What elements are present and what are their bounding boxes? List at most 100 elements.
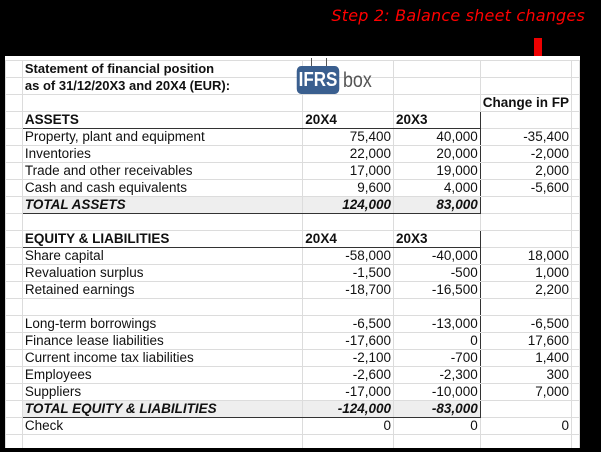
check-20x3[interactable]: 0 — [393, 417, 481, 435]
cell[interactable] — [570, 213, 580, 231]
cell[interactable] — [479, 111, 572, 129]
year-header[interactable]: 20X3 — [393, 111, 481, 129]
value-20x3[interactable]: -40,000 — [393, 247, 481, 265]
cell[interactable] — [5, 366, 23, 384]
cell[interactable] — [570, 383, 580, 401]
check-label[interactable]: Check — [21, 417, 304, 435]
cell[interactable] — [5, 94, 23, 112]
value-20x4[interactable]: 17,000 — [302, 162, 395, 180]
line-item-label[interactable]: Long-term borrowings — [21, 315, 304, 333]
line-item-label[interactable]: Revaluation surplus — [21, 264, 304, 282]
change-value[interactable]: 1,000 — [479, 264, 572, 282]
check-20x4[interactable]: 0 — [302, 417, 395, 435]
cell[interactable] — [570, 281, 580, 299]
change-value[interactable]: -2,000 — [479, 145, 572, 163]
cell[interactable] — [5, 230, 23, 248]
cell[interactable] — [302, 94, 395, 112]
cell[interactable] — [570, 315, 580, 333]
cell[interactable] — [5, 281, 23, 299]
cell[interactable] — [5, 247, 23, 265]
value-20x4[interactable]: -2,600 — [302, 366, 395, 384]
cell[interactable] — [570, 179, 580, 197]
change-header[interactable]: Change in FP — [479, 94, 572, 112]
change-value[interactable]: 2,200 — [479, 281, 572, 299]
value-20x3[interactable]: -2,300 — [393, 366, 481, 384]
value-20x3[interactable]: 40,000 — [393, 128, 481, 146]
cell[interactable] — [5, 332, 23, 350]
cell[interactable] — [21, 213, 304, 231]
value-20x3[interactable]: 19,000 — [393, 162, 481, 180]
total-20x3[interactable]: 83,000 — [393, 196, 481, 214]
cell[interactable] — [570, 332, 580, 350]
change-value[interactable]: 17,600 — [479, 332, 572, 350]
cell[interactable] — [570, 196, 580, 214]
change-value[interactable]: 18,000 — [479, 247, 572, 265]
cell[interactable] — [5, 298, 23, 316]
cell[interactable] — [5, 400, 23, 418]
change-value[interactable]: 300 — [479, 366, 572, 384]
cell[interactable] — [5, 315, 23, 333]
line-item-label[interactable]: Employees — [21, 366, 304, 384]
cell[interactable] — [570, 400, 580, 418]
cell[interactable] — [5, 60, 23, 78]
cell[interactable] — [5, 77, 23, 95]
cell[interactable] — [479, 213, 572, 231]
line-item-label[interactable]: Finance lease liabilities — [21, 332, 304, 350]
value-20x4[interactable]: -6,500 — [302, 315, 395, 333]
change-value[interactable]: 7,000 — [479, 383, 572, 401]
cell[interactable] — [5, 162, 23, 180]
value-20x4[interactable]: -58,000 — [302, 247, 395, 265]
cell[interactable] — [570, 366, 580, 384]
change-value[interactable]: -5,600 — [479, 179, 572, 197]
cell[interactable] — [5, 128, 23, 146]
value-20x4[interactable] — [302, 298, 395, 316]
line-item-label[interactable] — [21, 298, 304, 316]
value-20x4[interactable]: -17,000 — [302, 383, 395, 401]
section-header[interactable]: ASSETS — [21, 111, 304, 129]
statement-title[interactable]: Statement of financial position — [21, 60, 304, 78]
cell[interactable] — [5, 417, 23, 435]
total-label[interactable]: TOTAL ASSETS — [21, 196, 304, 214]
cell[interactable] — [393, 94, 481, 112]
value-20x3[interactable]: 4,000 — [393, 179, 481, 197]
cell[interactable] — [570, 128, 580, 146]
line-item-label[interactable]: Current income tax liabilities — [21, 349, 304, 367]
year-header[interactable]: 20X3 — [393, 230, 481, 248]
cell[interactable] — [393, 434, 481, 448]
cell[interactable] — [479, 77, 572, 95]
cell[interactable] — [570, 145, 580, 163]
cell[interactable] — [570, 94, 580, 112]
value-20x3[interactable]: 0 — [393, 332, 481, 350]
cell[interactable] — [5, 179, 23, 197]
cell[interactable] — [5, 213, 23, 231]
cell[interactable] — [5, 196, 23, 214]
line-item-label[interactable]: Cash and cash equivalents — [21, 179, 304, 197]
value-20x4[interactable]: -2,100 — [302, 349, 395, 367]
cell[interactable] — [479, 434, 572, 448]
cell[interactable] — [393, 60, 481, 78]
change-value[interactable]: 1,400 — [479, 349, 572, 367]
total-20x4[interactable]: -124,000 — [302, 400, 395, 418]
value-20x3[interactable]: -500 — [393, 264, 481, 282]
value-20x4[interactable]: 22,000 — [302, 145, 395, 163]
cell[interactable] — [5, 111, 23, 129]
cell[interactable] — [21, 94, 304, 112]
cell[interactable] — [570, 60, 580, 78]
line-item-label[interactable]: Inventories — [21, 145, 304, 163]
cell[interactable] — [21, 434, 304, 448]
statement-subtitle[interactable]: as of 31/12/20X3 and 20X4 (EUR): — [21, 77, 304, 95]
value-20x3[interactable]: -16,500 — [393, 281, 481, 299]
cell[interactable] — [5, 145, 23, 163]
value-20x4[interactable]: -17,600 — [302, 332, 395, 350]
cell[interactable] — [5, 349, 23, 367]
value-20x4[interactable]: 9,600 — [302, 179, 395, 197]
cell[interactable] — [302, 213, 395, 231]
total-20x4[interactable]: 124,000 — [302, 196, 395, 214]
cell[interactable] — [570, 247, 580, 265]
value-20x3[interactable]: -10,000 — [393, 383, 481, 401]
value-20x4[interactable]: -1,500 — [302, 264, 395, 282]
total-label[interactable]: TOTAL EQUITY & LIABILITIES — [21, 400, 304, 418]
cell[interactable] — [5, 383, 23, 401]
value-20x3[interactable]: -700 — [393, 349, 481, 367]
cell[interactable] — [570, 298, 580, 316]
